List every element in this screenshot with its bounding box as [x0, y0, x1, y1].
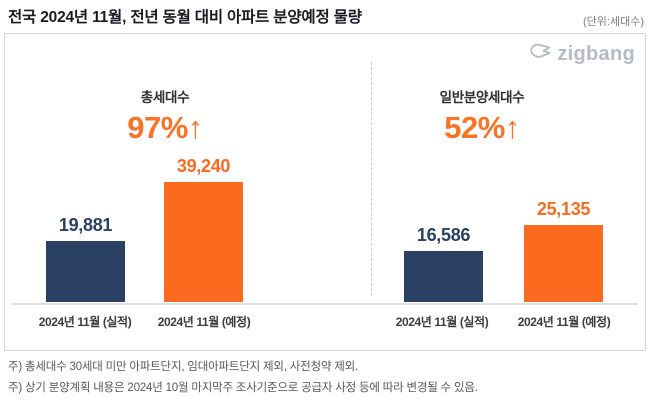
- x-axis-label: 2024년 11월 (예정): [157, 315, 251, 329]
- chart-box: zigbang 총세대수 97%↑ 19,881 39,240 2024년 11…: [4, 33, 646, 351]
- x-axis-label: 2024년 11월 (실적): [395, 315, 489, 329]
- zigbang-logo: zigbang: [529, 42, 635, 66]
- bar-value-label: 19,881: [58, 215, 113, 235]
- right-chart-title: 일반분양세대수: [439, 90, 525, 105]
- right-chart-percent-change: 52%↑: [444, 110, 520, 145]
- left-chart-header: 총세대수 97%↑: [65, 86, 265, 145]
- bar-total-expected: [164, 182, 243, 302]
- left-chart-percent-change: 97%↑: [127, 110, 203, 145]
- bar-group-general-actual: 16,586: [404, 225, 483, 302]
- bar-group-total-actual: 19,881: [46, 215, 125, 302]
- x-axis-baseline: [12, 303, 638, 305]
- right-chart-header: 일반분양세대수 52%↑: [382, 86, 582, 145]
- page-title: 전국 2024년 11월, 전년 동월 대비 아파트 분양예정 물량: [8, 9, 362, 26]
- bar-general-actual: [404, 251, 483, 302]
- bar-value-label: 16,586: [416, 225, 471, 245]
- x-axis-label: 2024년 11월 (예정): [517, 315, 611, 329]
- unit-note: (단위:세대수): [583, 16, 644, 28]
- bar-general-expected: [524, 225, 603, 302]
- bar-group-total-expected: 39,240: [164, 156, 243, 302]
- bar-value-label: 25,135: [536, 199, 591, 219]
- footnote-1: 주) 총세대수 30세대 미만 아파트단지, 임대아파트단지 제외, 사전청약 …: [8, 361, 358, 373]
- left-chart-title: 총세대수: [140, 90, 190, 105]
- zigbang-logo-text: zigbang: [557, 42, 635, 65]
- zigbang-origami-icon: [529, 42, 552, 66]
- x-axis-label: 2024년 11월 (실적): [38, 315, 132, 329]
- bar-value-label: 39,240: [176, 156, 231, 176]
- footnote-2: 주) 상기 분양계획 내용은 2024년 10월 마지막주 조사기준으로 공급자…: [8, 382, 478, 394]
- bar-group-general-expected: 25,135: [524, 199, 603, 302]
- chart-divider-dashed-line: [371, 62, 372, 296]
- bar-total-actual: [46, 241, 125, 302]
